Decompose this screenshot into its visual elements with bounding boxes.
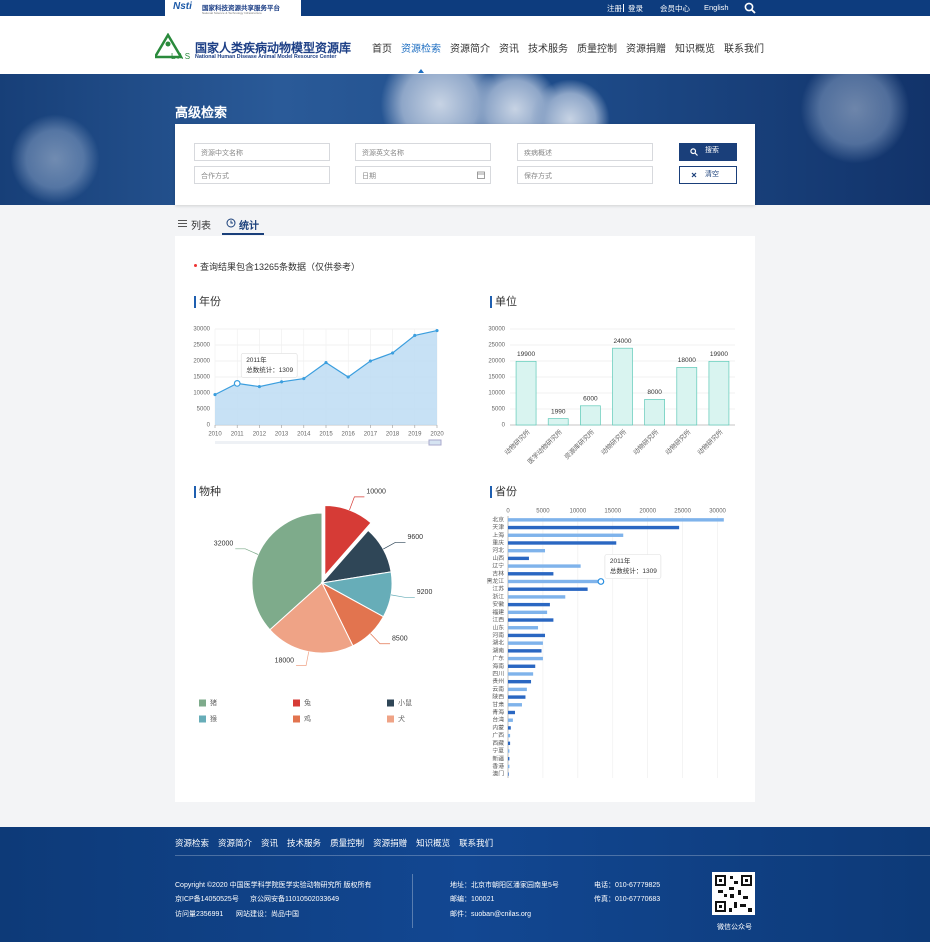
input-cooperation[interactable]: 合作方式 — [194, 166, 330, 184]
nav-item[interactable]: 首页 — [372, 44, 392, 55]
platform-en: National Science & Technology Infrastruc… — [202, 11, 262, 15]
top-bar — [0, 0, 930, 16]
search-button[interactable]: 搜索 — [679, 143, 737, 161]
input-storage[interactable]: 保存方式 — [517, 166, 653, 184]
site-name: 国家人类疾病动物模型资源库 — [195, 41, 352, 55]
email: 邮件：suoban@cnilas.org — [450, 911, 532, 918]
list-icon — [178, 220, 187, 227]
footer-divider — [175, 855, 930, 856]
input-cn-name[interactable]: 资源中文名称 — [194, 143, 330, 161]
tab-stats[interactable]: 统计 — [239, 221, 259, 232]
qr-code — [712, 872, 755, 915]
nav-item[interactable]: 联系我们 — [724, 44, 764, 55]
footer-nav-item[interactable]: 资源检索 — [175, 838, 210, 848]
footer-nav-item[interactable]: 技术服务 — [287, 838, 322, 848]
nav-item[interactable]: 资讯 — [499, 44, 519, 55]
site-name-en: National Human Disease Animal Model Reso… — [195, 54, 337, 60]
calendar-icon — [477, 171, 485, 179]
site-logo — [155, 33, 184, 59]
main-nav: 首页 资源检索 资源简介 资讯 技术服务 质量控制 资源捐赠 知识概览 联系我们 — [372, 40, 764, 55]
qr-label: 微信公众号 — [717, 924, 752, 931]
platform-name: 国家科技资源共享服务平台 — [202, 5, 280, 12]
input-en-name[interactable]: 资源英文名称 — [355, 143, 491, 161]
separator — [623, 4, 624, 12]
footer-nav-item[interactable]: 资源捐赠 — [373, 838, 408, 848]
police-record: 京公网安备11010502033649 — [250, 896, 339, 903]
site-builder: 网站建设：尚品中国 — [236, 911, 299, 918]
login-link[interactable]: 登录 — [628, 4, 643, 13]
footer-nav-item[interactable]: 资讯 — [261, 838, 279, 848]
footer-nav: 资源检索 资源简介 资讯 技术服务 质量控制 资源捐赠 知识概览 联系我们 — [175, 837, 493, 849]
footer-nav-item[interactable]: 知识概览 — [416, 838, 451, 848]
nav-item[interactable]: 资源捐赠 — [626, 44, 666, 55]
register-link[interactable]: 注册 — [607, 4, 622, 13]
address: 地址：北京市朝阳区潘家园南里5号 — [450, 882, 559, 889]
footer-nav-item[interactable]: 联系我们 — [459, 838, 494, 848]
search-card: 资源中文名称 资源英文名称 疾病概述 合作方式 日期 保存方式 搜索 清空 — [175, 124, 755, 205]
english-link[interactable]: English — [704, 3, 729, 12]
nav-item[interactable]: 技术服务 — [528, 44, 568, 55]
nav-item[interactable]: 知识概览 — [675, 44, 715, 55]
nav-item[interactable]: 资源检索 — [401, 44, 441, 55]
phone: 电话：010-67779825 — [594, 882, 661, 889]
footer-nav-item[interactable]: 质量控制 — [330, 838, 365, 848]
stats-panel — [175, 236, 755, 802]
input-disease[interactable]: 疾病概述 — [517, 143, 653, 161]
tab-active-underline — [222, 233, 264, 235]
search-button-icon — [690, 148, 698, 156]
footer — [0, 827, 930, 942]
member-link[interactable]: 会员中心 — [660, 4, 690, 13]
search-icon[interactable] — [744, 2, 756, 14]
nav-item[interactable]: 质量控制 — [577, 44, 617, 55]
visits: 访问量2356991 — [175, 911, 224, 918]
clear-button-icon — [691, 172, 697, 178]
note-marker — [194, 264, 197, 267]
result-note: 查询结果包含13265条数据（仅供参考） — [200, 262, 361, 272]
platform-logo-box[interactable]: Nsti 国家科技资源共享服务平台 National Science & Tec… — [165, 0, 301, 16]
logo-mark: LAS — [171, 52, 193, 61]
nav-active-marker — [418, 69, 424, 73]
search-title: 高级检索 — [175, 105, 228, 120]
nav-item[interactable]: 资源简介 — [450, 44, 490, 55]
clear-button[interactable]: 清空 — [679, 166, 737, 184]
stats-icon — [226, 218, 236, 228]
platform-logo: Nsti — [173, 1, 192, 12]
fax: 传真：010-67770683 — [594, 896, 661, 903]
copyright: Copyright ©2020 中国医学科学院医学实验动物研究所 版权所有 — [175, 882, 372, 889]
footer-vdivider — [412, 874, 413, 928]
input-date[interactable]: 日期 — [355, 166, 491, 184]
postcode: 邮编：100021 — [450, 896, 495, 903]
icp: 京ICP备14050525号 — [175, 896, 239, 903]
tab-list[interactable]: 列表 — [191, 221, 211, 232]
footer-nav-item[interactable]: 资源简介 — [218, 838, 253, 848]
header — [0, 16, 930, 74]
